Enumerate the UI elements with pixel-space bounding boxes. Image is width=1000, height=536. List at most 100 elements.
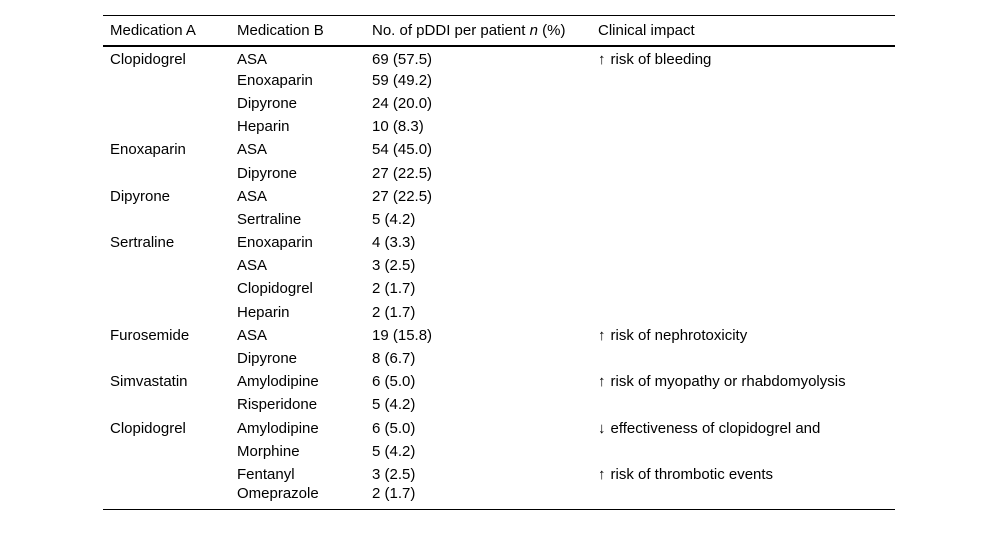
table-row: Omeprazole 2 (1.7) [103, 486, 895, 509]
clinical-impact-cell [598, 440, 895, 463]
medication-b-cell: ASA [237, 141, 268, 159]
table-row: Clopidogrel 2 (1.7) [103, 277, 895, 300]
medication-a-cell: Sertraline [110, 234, 175, 252]
medication-b-cell: ASA [237, 187, 268, 205]
pddi-count-cell: 27 (22.5) [372, 164, 433, 182]
clinical-impact-cell [598, 138, 895, 161]
pddi-count-cell: 19 (15.8) [372, 326, 433, 344]
impact-arrow: ↓ [598, 419, 606, 437]
pddi-count-cell: 5 (4.2) [372, 396, 416, 414]
pddi-count-cell: 2 (1.7) [372, 280, 416, 298]
header-medication-b: Medication B [237, 21, 324, 39]
pddi-count-cell: 10 (8.3) [372, 118, 424, 136]
medication-a-cell [103, 69, 237, 92]
pddi-count-cell: 24 (20.0) [372, 94, 433, 112]
clinical-impact-cell [598, 92, 895, 115]
clinical-impact-cell [598, 231, 895, 254]
table-row: Heparin 10 (8.3) [103, 115, 895, 138]
medication-a-cell: Clopidogrel [110, 419, 186, 437]
medication-a-cell [103, 208, 237, 231]
header-clinical-impact: Clinical impact [598, 21, 695, 39]
header-pddi-italic-n: n [529, 21, 538, 39]
table-row: Risperidone 5 (4.2) [103, 393, 895, 416]
clinical-impact-cell [598, 486, 895, 509]
medication-b-cell: Sertraline [237, 210, 302, 228]
pddi-count-cell: 59 (49.2) [372, 71, 433, 89]
pddi-count-cell: 3 (2.5) [372, 465, 416, 483]
pddi-count-cell: 5 (4.2) [372, 442, 416, 460]
header-pddi-prefix: No. of pDDI per patient [372, 21, 530, 39]
medication-b-cell: ASA [237, 257, 268, 275]
pddi-count-cell: 6 (5.0) [372, 419, 416, 437]
medication-b-cell: Morphine [237, 442, 300, 460]
medication-b-cell: Enoxaparin [237, 71, 313, 89]
pddi-count-cell: 2 (1.7) [372, 485, 416, 503]
medication-b-cell: Dipyrone [237, 94, 298, 112]
clinical-impact-cell: ↑ risk of nephrotoxicity [598, 324, 895, 347]
impact-text: risk of myopathy or rhabdomyolysis [610, 373, 846, 391]
medication-b-cell: Dipyrone [237, 350, 298, 368]
clinical-impact-cell: ↑ risk of myopathy or rhabdomyolysis [598, 370, 895, 393]
clinical-impact-cell [598, 393, 895, 416]
medication-b-cell: ASA [237, 50, 268, 68]
clinical-impact-cell: ↑ risk of thrombotic events [598, 463, 895, 486]
header-row: Medication A Medication B No. of pDDI pe… [103, 16, 895, 46]
table-row: Heparin 2 (1.7) [103, 301, 895, 324]
medication-a-cell: Dipyrone [110, 187, 171, 205]
table-row: Sertraline 5 (4.2) [103, 208, 895, 231]
medication-a-cell: Enoxaparin [110, 141, 186, 159]
table-row: Dipyrone ASA 27 (22.5) [103, 185, 895, 208]
pddi-count-cell: 3 (2.5) [372, 257, 416, 275]
medication-b-cell: Omeprazole [237, 485, 319, 503]
pddi-count-cell: 8 (6.7) [372, 350, 416, 368]
header-medication-a: Medication A [110, 21, 196, 39]
clinical-impact-cell [598, 277, 895, 300]
table-row: Dipyrone 8 (6.7) [103, 347, 895, 370]
header-pddi-count: No. of pDDI per patient n (%) [372, 16, 598, 46]
pddi-count-cell: 4 (3.3) [372, 234, 416, 252]
table-row: Simvastatin Amylodipine 6 (5.0) ↑ risk of… [103, 370, 895, 393]
medication-b-cell: Heparin [237, 118, 290, 136]
pddi-count-cell: 6 (5.0) [372, 373, 416, 391]
medication-a-cell [103, 277, 237, 300]
medication-a-cell [103, 254, 237, 277]
medication-a-cell [103, 347, 237, 370]
table-body: Clopidogrel ASA 69 (57.5) ↑ risk of bleed… [103, 46, 895, 510]
table-row: ASA 3 (2.5) [103, 254, 895, 277]
pddi-count-cell: 5 (4.2) [372, 210, 416, 228]
clinical-impact-cell [598, 115, 895, 138]
medication-a-cell: Clopidogrel [110, 50, 186, 68]
clinical-impact-cell [598, 301, 895, 324]
medication-b-cell: Enoxaparin [237, 234, 313, 252]
clinical-impact-cell: ↑ risk of bleeding [598, 46, 895, 69]
impact-arrow: ↑ [598, 326, 606, 344]
pddi-count-cell: 2 (1.7) [372, 303, 416, 321]
clinical-impact-cell [598, 208, 895, 231]
medication-a-cell [103, 301, 237, 324]
impact-arrow: ↑ [598, 50, 606, 68]
impact-text: effectiveness of clopidogrel and [610, 419, 821, 437]
medication-a-cell: Simvastatin [110, 373, 188, 391]
medication-b-cell: Dipyrone [237, 164, 298, 182]
impact-arrow: ↑ [598, 373, 606, 391]
clinical-impact-cell [598, 185, 895, 208]
table-row: Furosemide ASA 19 (15.8) ↑ risk of nephro… [103, 324, 895, 347]
medication-b-cell: ASA [237, 326, 268, 344]
medication-a-cell [103, 486, 237, 509]
medication-a-cell [103, 463, 237, 486]
header-pddi-suffix: (%) [537, 21, 566, 39]
medication-b-cell: Amylodipine [237, 419, 319, 437]
medication-a-cell [103, 393, 237, 416]
pddi-count-cell: 69 (57.5) [372, 50, 433, 68]
medication-a-cell [103, 115, 237, 138]
medication-a-cell [103, 161, 237, 184]
table-row: Morphine 5 (4.2) [103, 440, 895, 463]
pddi-count-cell: 54 (45.0) [372, 141, 433, 159]
medication-a-cell: Furosemide [110, 326, 190, 344]
pddi-table: Medication A Medication B No. of pDDI pe… [103, 15, 895, 510]
table-row: Enoxaparin ASA 54 (45.0) [103, 138, 895, 161]
medication-a-cell [103, 440, 237, 463]
clinical-impact-cell [598, 69, 895, 92]
medication-b-cell: Heparin [237, 303, 290, 321]
